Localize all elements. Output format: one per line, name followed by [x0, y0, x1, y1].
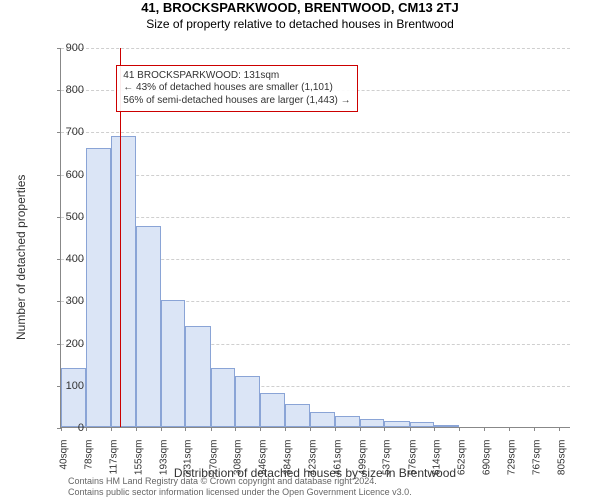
histogram-bar: [211, 368, 236, 427]
xtick-mark: [260, 427, 261, 431]
histogram-bar: [161, 300, 186, 427]
histogram-bar: [360, 419, 385, 427]
gridline-h: [61, 48, 570, 49]
xtick-label: 270sqm: [208, 440, 219, 480]
xtick-mark: [211, 427, 212, 431]
xtick-label: 423sqm: [308, 440, 319, 480]
annotation-line: ← 43% of detached houses are smaller (1,…: [123, 82, 350, 95]
xtick-mark: [285, 427, 286, 431]
annotation-line: 56% of semi-detached houses are larger (…: [123, 95, 350, 108]
xtick-label: 614sqm: [432, 440, 443, 480]
chart-subtitle: Size of property relative to detached ho…: [0, 17, 600, 31]
xtick-mark: [509, 427, 510, 431]
chart-container: 41 BROCKSPARKWOOD: 131sqm← 43% of detach…: [60, 48, 570, 428]
footer-attribution: Contains HM Land Registry data © Crown c…: [68, 476, 412, 498]
xtick-mark: [484, 427, 485, 431]
xtick-mark: [459, 427, 460, 431]
xtick-mark: [185, 427, 186, 431]
xtick-mark: [310, 427, 311, 431]
xtick-mark: [384, 427, 385, 431]
histogram-bar: [384, 421, 409, 427]
xtick-label: 40sqm: [59, 440, 70, 480]
xtick-mark: [335, 427, 336, 431]
xtick-mark: [136, 427, 137, 431]
xtick-label: 767sqm: [531, 440, 542, 480]
ytick-label: 100: [54, 380, 84, 392]
xtick-mark: [534, 427, 535, 431]
histogram-bar: [86, 148, 111, 427]
xtick-label: 461sqm: [332, 440, 343, 480]
histogram-bar: [185, 326, 210, 427]
xtick-label: 346sqm: [258, 440, 269, 480]
xtick-label: 652sqm: [457, 440, 468, 480]
xtick-label: 537sqm: [382, 440, 393, 480]
histogram-bar: [310, 412, 335, 427]
xtick-label: 384sqm: [282, 440, 293, 480]
xtick-label: 729sqm: [507, 440, 518, 480]
xtick-label: 117sqm: [109, 440, 120, 480]
xtick-label: 231sqm: [183, 440, 194, 480]
xtick-mark: [111, 427, 112, 431]
ytick-label: 700: [54, 126, 84, 138]
histogram-bar: [335, 416, 360, 427]
y-axis-label: Number of detached properties: [14, 175, 28, 340]
xtick-label: 576sqm: [407, 440, 418, 480]
xtick-mark: [235, 427, 236, 431]
histogram-bar: [111, 136, 136, 427]
histogram-bar: [434, 425, 459, 427]
xtick-label: 805sqm: [556, 440, 567, 480]
histogram-bar: [260, 393, 285, 427]
ytick-label: 0: [54, 422, 84, 434]
ytick-label: 400: [54, 253, 84, 265]
ytick-label: 900: [54, 42, 84, 54]
xtick-label: 193sqm: [158, 440, 169, 480]
annotation-line: 41 BROCKSPARKWOOD: 131sqm: [123, 70, 350, 83]
footer-line-2: Contains public sector information licen…: [68, 487, 412, 498]
ytick-label: 200: [54, 338, 84, 350]
page-title: 41, BROCKSPARKWOOD, BRENTWOOD, CM13 2TJ: [0, 0, 600, 15]
histogram-bar: [61, 368, 86, 427]
xtick-mark: [86, 427, 87, 431]
plot-area: 41 BROCKSPARKWOOD: 131sqm← 43% of detach…: [60, 48, 570, 428]
gridline-h: [61, 132, 570, 133]
histogram-bar: [136, 226, 161, 427]
xtick-label: 690sqm: [481, 440, 492, 480]
ytick-label: 300: [54, 295, 84, 307]
histogram-bar: [235, 376, 260, 427]
ytick-label: 800: [54, 84, 84, 96]
histogram-bar: [285, 404, 310, 427]
xtick-mark: [559, 427, 560, 431]
xtick-label: 308sqm: [233, 440, 244, 480]
ytick-label: 600: [54, 169, 84, 181]
xtick-mark: [434, 427, 435, 431]
xtick-mark: [410, 427, 411, 431]
annotation-box: 41 BROCKSPARKWOOD: 131sqm← 43% of detach…: [116, 65, 357, 113]
xtick-mark: [360, 427, 361, 431]
gridline-h: [61, 217, 570, 218]
xtick-label: 78sqm: [83, 440, 94, 480]
xtick-label: 155sqm: [133, 440, 144, 480]
xtick-label: 499sqm: [357, 440, 368, 480]
histogram-bar: [410, 422, 435, 427]
ytick-label: 500: [54, 211, 84, 223]
gridline-h: [61, 175, 570, 176]
xtick-mark: [161, 427, 162, 431]
